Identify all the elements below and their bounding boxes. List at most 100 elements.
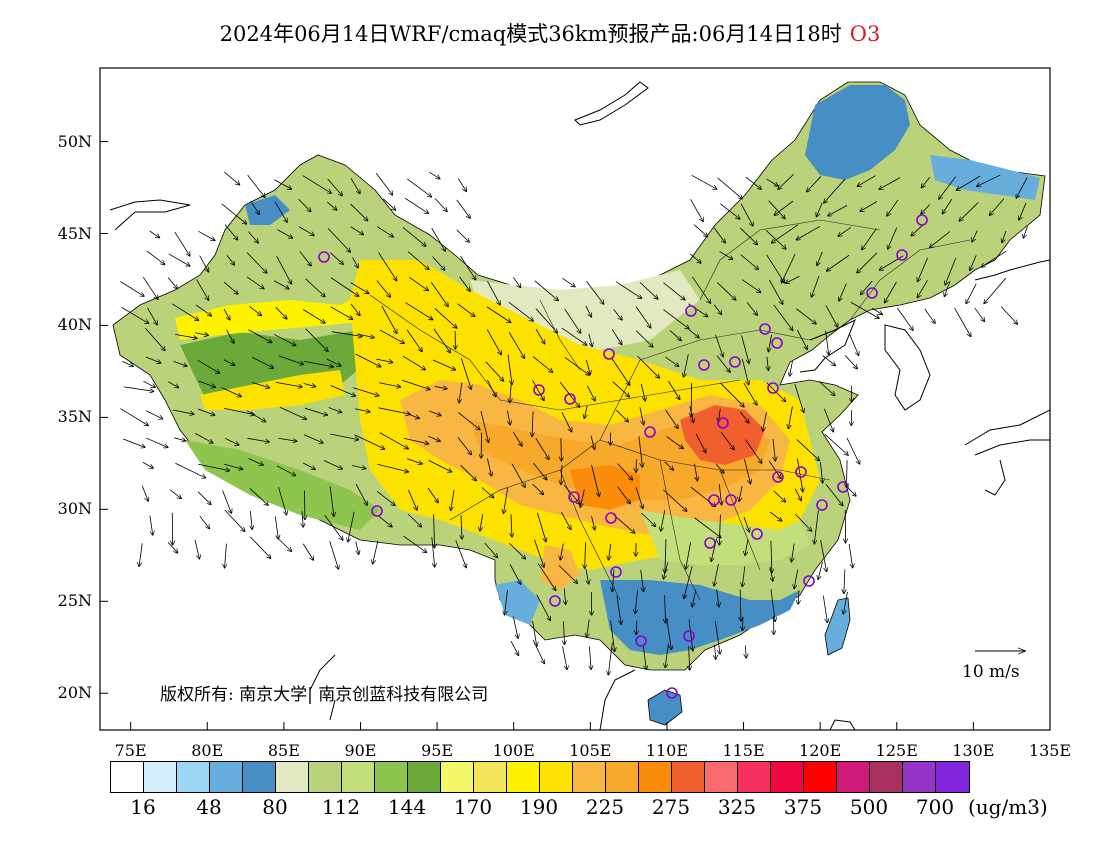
- wind-arrow: [591, 465, 600, 496]
- wind-arrow: [879, 255, 904, 270]
- wind-arrow: [564, 308, 581, 333]
- wind-arrow: [825, 330, 829, 355]
- wind-arrow: [303, 383, 316, 386]
- wind-arrow: [173, 361, 187, 366]
- wind-arrow: [226, 329, 234, 343]
- wind-arrow: [888, 227, 898, 250]
- region-green-yangtze: [640, 510, 810, 565]
- wind-arrow: [684, 354, 689, 377]
- bohai-coast: [799, 318, 856, 373]
- wind-arrow: [532, 380, 545, 400]
- wind-arrow: [481, 432, 482, 459]
- wind-arrow: [974, 307, 985, 322]
- wind-arrow: [532, 620, 537, 646]
- wind-arrow: [251, 382, 270, 387]
- wind-arrow: [773, 490, 786, 502]
- wind-arrow: [249, 487, 268, 505]
- wind-arrow: [430, 282, 448, 306]
- wind-arrow: [329, 486, 334, 517]
- wind-vector-field: [120, 171, 1028, 675]
- wind-arrow: [850, 301, 879, 318]
- lon-label: 130E: [952, 741, 995, 760]
- legend-label: 48: [196, 795, 222, 819]
- wind-arrow: [781, 253, 796, 283]
- wind-arrow: [1023, 226, 1028, 238]
- wind-arrow: [884, 281, 897, 303]
- region-blue-northeast: [805, 85, 910, 180]
- wind-arrow: [175, 462, 205, 478]
- station-markers: [318, 214, 928, 699]
- station-marker: [795, 466, 807, 478]
- wind-arrow: [248, 329, 272, 343]
- wind-arrow: [989, 198, 1005, 216]
- wind-arrow: [225, 437, 239, 445]
- wind-arrow: [716, 282, 736, 301]
- wind-arrow: [844, 569, 845, 593]
- wind-arrow: [741, 359, 748, 385]
- wind-arrow: [586, 360, 590, 374]
- wind-arrow: [917, 257, 929, 282]
- wind-arrow: [350, 226, 364, 235]
- wind-arrow: [745, 645, 746, 658]
- wind-arrow: [512, 616, 518, 638]
- legend-label: 112: [321, 795, 361, 819]
- legend-swatch: [903, 762, 936, 792]
- wind-arrow: [175, 334, 197, 338]
- wind-arrow: [535, 438, 549, 459]
- wind-arrow: [247, 174, 265, 197]
- legend-label: 500: [849, 795, 889, 819]
- wind-arrow: [694, 517, 721, 538]
- wind-arrow: [197, 491, 211, 505]
- wind-arrow: [564, 357, 590, 375]
- wind-arrow: [897, 307, 913, 330]
- wind-arrow: [171, 303, 198, 321]
- wind-arrow: [796, 226, 821, 239]
- wind-arrow: [767, 356, 769, 371]
- wind-arrow: [428, 435, 440, 441]
- wind-arrow: [382, 198, 395, 210]
- legend-label: 700: [915, 795, 955, 819]
- legend-swatch: [573, 762, 606, 792]
- wind-arrow: [714, 621, 720, 654]
- lat-label: 30N: [57, 499, 92, 519]
- wind-arrow: [665, 643, 669, 667]
- station-marker: [549, 595, 561, 607]
- japan-coast: [964, 409, 1050, 496]
- wind-arrow: [379, 432, 409, 449]
- wind-arrow: [378, 516, 392, 526]
- wind-arrow: [688, 329, 699, 338]
- wind-arrow: [790, 360, 793, 376]
- copyright-notice: 版权所有: 南京大学| 南京创蓝科技有限公司: [160, 685, 489, 705]
- wind-arrow: [663, 489, 687, 512]
- legend-swatch: [408, 762, 441, 792]
- wind-arrow: [302, 309, 325, 324]
- wind-arrow: [977, 174, 1001, 187]
- wind-arrow: [585, 305, 592, 317]
- wind-arrow: [352, 465, 366, 469]
- korea-coast: [884, 324, 931, 411]
- wind-arrow: [795, 513, 812, 531]
- wind-arrow: [713, 227, 725, 243]
- wind-arrow: [431, 227, 446, 251]
- wind-arrow: [355, 484, 367, 505]
- wind-arrow: [248, 231, 258, 243]
- wind-arrow: [168, 381, 178, 388]
- wind-arrow: [740, 254, 759, 270]
- region-red-orange-west: [570, 465, 640, 510]
- wind-arrow: [195, 333, 208, 336]
- wind-arrow: [279, 406, 307, 419]
- wind-arrow: [350, 203, 367, 221]
- wind-arrow: [378, 252, 397, 281]
- wind-arrow: [533, 539, 544, 568]
- wind-arrow: [376, 280, 391, 298]
- wind-arrow: [331, 331, 362, 337]
- wind-arrow: [766, 178, 779, 186]
- wind-arrow: [149, 515, 153, 536]
- wind-arrow: [487, 379, 495, 397]
- station-marker: [803, 575, 815, 587]
- wind-arrow: [824, 434, 848, 455]
- wind-arrow: [194, 539, 199, 559]
- wind-arrow: [121, 307, 149, 323]
- wind-arrow: [857, 175, 876, 187]
- station-marker: [725, 494, 737, 506]
